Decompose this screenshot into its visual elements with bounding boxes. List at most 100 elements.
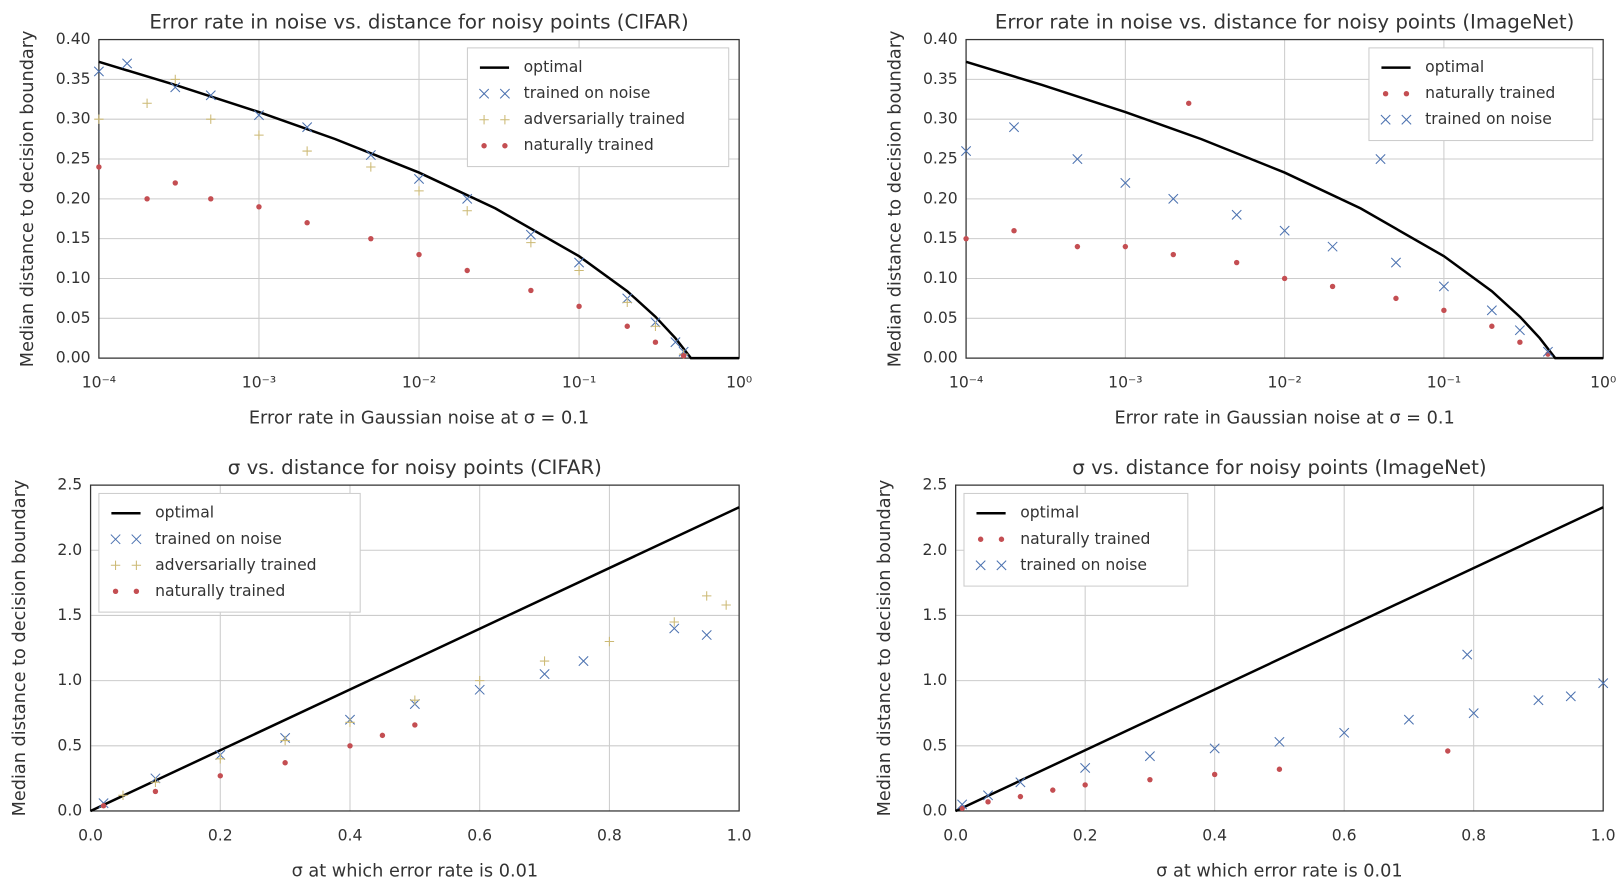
- point: [302, 146, 312, 156]
- legend-swatch: [1382, 90, 1389, 97]
- point: [578, 656, 589, 667]
- x-tick-label: 0.0: [78, 826, 103, 844]
- legend-label: naturally trained: [155, 582, 285, 600]
- legend-swatch: [479, 115, 489, 125]
- point: [170, 74, 180, 85]
- x-tick-label: 10⁻¹: [562, 374, 596, 392]
- x-tick-label: 10⁻²: [402, 374, 436, 392]
- point: [122, 58, 133, 69]
- legend-swatch: [481, 143, 487, 149]
- x-tick-label: 10⁰: [1590, 374, 1616, 392]
- point: [96, 164, 102, 170]
- point: [1542, 346, 1553, 357]
- point: [217, 773, 223, 779]
- y-tick-label: 2.5: [923, 476, 948, 494]
- point: [1565, 691, 1576, 702]
- y-tick-label: 0.0: [57, 801, 82, 819]
- point: [410, 695, 420, 705]
- point: [1281, 275, 1288, 282]
- y-tick-label: 0.35: [923, 70, 958, 88]
- point: [1168, 193, 1179, 204]
- x-tick-label: 0.2: [1073, 826, 1098, 844]
- y-tick-label: 0.40: [923, 30, 958, 48]
- optimal-line: [965, 60, 1604, 360]
- point: [150, 777, 161, 787]
- point: [412, 722, 418, 728]
- point: [1147, 776, 1153, 783]
- point: [1209, 743, 1220, 754]
- legend-frame: [963, 492, 1189, 587]
- point: [982, 790, 994, 801]
- legend-swatch: [499, 88, 510, 99]
- point: [1375, 153, 1386, 165]
- point: [652, 339, 659, 345]
- point: [1017, 793, 1024, 800]
- x-tick-label: 10⁰: [726, 374, 752, 392]
- point: [304, 220, 310, 226]
- x-tick-label: 10⁻²: [1267, 374, 1301, 392]
- point: [345, 717, 355, 728]
- legend-label: optimal: [1425, 58, 1484, 76]
- legend-swatch: [502, 143, 508, 149]
- y-tick-label: 0.15: [56, 229, 91, 247]
- point: [254, 130, 264, 140]
- x-tick-label: 10⁻³: [1108, 374, 1142, 392]
- point: [347, 743, 353, 749]
- point: [670, 337, 681, 348]
- y-tick-label: 1.0: [923, 671, 948, 689]
- point: [957, 799, 968, 810]
- x-axis-label: Error rate in Gaussian noise at σ = 0.1: [249, 408, 589, 428]
- y-tick-label: 2.0: [57, 541, 82, 559]
- point: [574, 257, 585, 268]
- chart-title: σ vs. distance for noisy points (CIFAR): [228, 456, 602, 479]
- legend-swatch: [110, 560, 121, 570]
- x-tick-label: 0.6: [467, 826, 492, 844]
- legend-label: trained on noise: [155, 530, 282, 548]
- y-tick-label: 0.20: [56, 189, 91, 207]
- point: [574, 265, 584, 276]
- legend-swatch: [479, 88, 490, 99]
- legend-swatch: [1401, 114, 1412, 125]
- x-tick-label: 1.0: [727, 826, 752, 844]
- y-tick-label: 2.5: [57, 476, 82, 494]
- legend-frame: [466, 47, 730, 168]
- point: [365, 149, 376, 161]
- y-tick-label: 1.5: [57, 606, 82, 624]
- x-tick-label: 0.8: [597, 826, 622, 844]
- point: [539, 656, 550, 666]
- optimal-line: [98, 60, 740, 360]
- point: [539, 669, 550, 680]
- point: [985, 799, 991, 805]
- point: [414, 186, 424, 196]
- point: [172, 180, 178, 186]
- x-tick-label: 10⁻³: [242, 374, 276, 392]
- x-tick-label: 0.6: [1332, 826, 1357, 844]
- point: [963, 235, 969, 242]
- y-tick-label: 0.05: [923, 309, 958, 327]
- point: [208, 196, 214, 202]
- point: [680, 353, 687, 359]
- y-tick-label: 0.0: [923, 801, 948, 819]
- legend-label: adversarially trained: [155, 556, 316, 574]
- point: [1120, 177, 1131, 188]
- legend-swatch: [977, 536, 984, 542]
- point: [1080, 762, 1091, 774]
- point: [1517, 339, 1523, 345]
- point: [1072, 153, 1083, 165]
- legend-swatch: [112, 588, 119, 595]
- y-tick-label: 0.10: [923, 269, 958, 287]
- y-tick-label: 0.05: [56, 309, 91, 327]
- y-tick-label: 0.5: [923, 736, 948, 754]
- y-tick-label: 0.40: [56, 30, 91, 48]
- legend-swatch: [131, 534, 142, 545]
- point: [1050, 787, 1056, 793]
- point: [1393, 295, 1399, 302]
- x-axis-label: Error rate in Gaussian noise at σ = 0.1: [1114, 408, 1454, 428]
- point: [462, 206, 472, 216]
- point: [1170, 251, 1177, 258]
- point: [253, 110, 265, 121]
- point: [959, 805, 965, 812]
- y-tick-label: 0.15: [923, 229, 958, 247]
- point: [721, 600, 731, 610]
- y-tick-label: 0.30: [923, 110, 958, 128]
